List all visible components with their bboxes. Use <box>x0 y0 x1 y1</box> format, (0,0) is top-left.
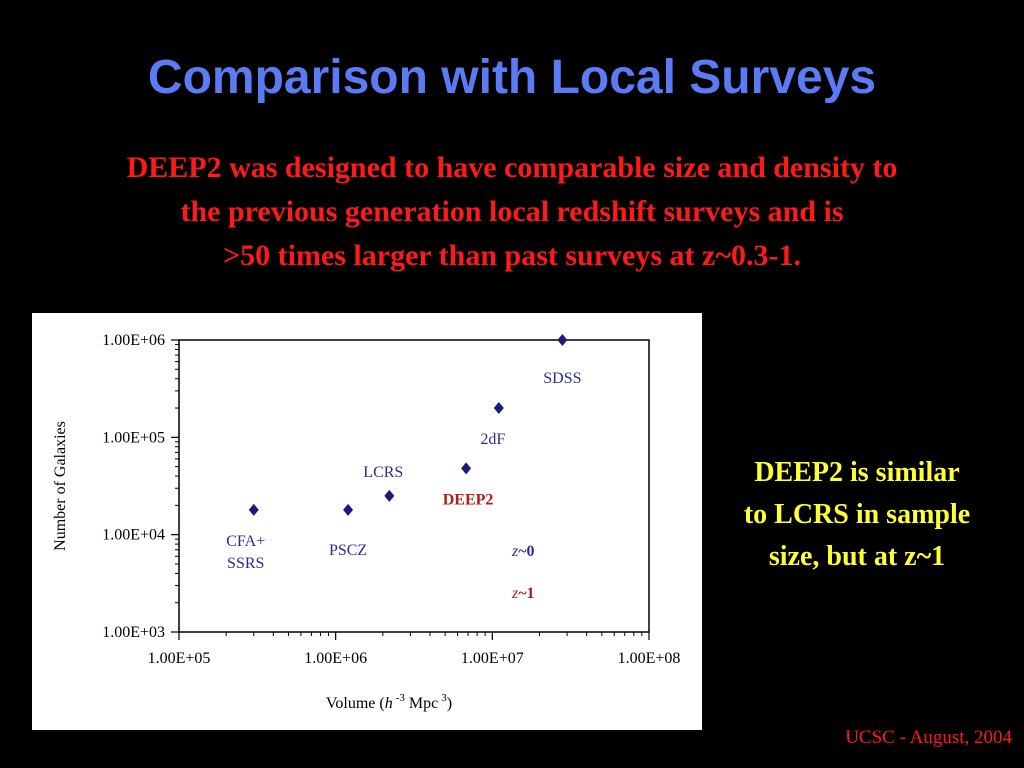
data-label: DEEP2 <box>443 491 494 508</box>
y-tick-label: 1.00E+04 <box>102 527 165 544</box>
intro-line-3: >50 times larger than past surveys at z~… <box>223 239 801 272</box>
x-tick-label: 1.00E+05 <box>148 650 211 667</box>
legend-entry: z~1 <box>511 585 535 602</box>
data-point-deep2 <box>461 462 472 475</box>
x-axis-label-part: ) <box>447 695 452 712</box>
x-axis-label-part: Mpc <box>405 695 438 712</box>
data-label: SDSS <box>543 370 581 387</box>
x-tick-label: 1.00E+06 <box>304 650 367 667</box>
legend-entry-z: z <box>511 585 519 602</box>
legend-entry-value: ~0 <box>518 543 534 560</box>
x-axis-label-part: -3 <box>396 692 406 704</box>
x-axis-label-part: h <box>385 695 393 712</box>
data-point-2df <box>493 402 504 415</box>
y-axis-label: Number of Galaxies <box>52 421 69 551</box>
y-tick-label: 1.00E+03 <box>102 624 165 641</box>
x-tick-label: 1.00E+08 <box>618 650 681 667</box>
data-label: PSCZ <box>329 542 367 559</box>
data-point-cfa-ssrs <box>248 503 259 516</box>
comparison-note: DEEP2 is similar to LCRS in sample size,… <box>712 452 1002 578</box>
x-axis-label-part: Volume ( <box>326 695 385 712</box>
intro-line-2: the previous generation local redshift s… <box>180 195 844 228</box>
x-axis-label-part: 3 <box>441 692 447 704</box>
data-label: 2dF <box>480 431 505 448</box>
data-label: SSRS <box>227 555 264 572</box>
data-label: LCRS <box>363 464 403 481</box>
data-point-sdss <box>557 334 568 346</box>
chart-panel: 1.00E+05 1.00E+06 1.00E+07 1.00E+08 1.00E+03… <box>32 313 702 730</box>
data-point-pscz <box>343 503 354 516</box>
y-tick-label: 1.00E+05 <box>102 429 165 446</box>
note-line-3: size, but at z~1 <box>768 541 946 572</box>
note-line-2: to LCRS in sample <box>743 499 971 530</box>
legend-entry-value: ~1 <box>518 585 534 602</box>
survey-scatter-chart: 1.00E+05 1.00E+06 1.00E+07 1.00E+08 1.00E+03… <box>52 332 681 712</box>
y-tick-label: 1.00E+06 <box>102 332 165 349</box>
slide-title: Comparison with Local Surveys <box>147 51 877 104</box>
x-tick-label: 1.00E+07 <box>461 650 524 667</box>
plot-frame <box>178 339 650 633</box>
legend-entry-z: z <box>511 543 519 560</box>
data-label: CFA+ <box>226 533 265 550</box>
data-point-lcrs <box>384 489 395 502</box>
note-line-1: DEEP2 is similar <box>754 457 960 488</box>
legend-entry: z~0 <box>511 543 535 560</box>
x-axis-label: Volume (h -3 Mpc 3) <box>326 692 452 712</box>
footer-credit: UCSC - August, 2004 <box>845 727 1012 748</box>
intro-line-1: DEEP2 was designed to have comparable si… <box>126 151 898 184</box>
intro-text: DEEP2 was designed to have comparable si… <box>0 146 1024 278</box>
